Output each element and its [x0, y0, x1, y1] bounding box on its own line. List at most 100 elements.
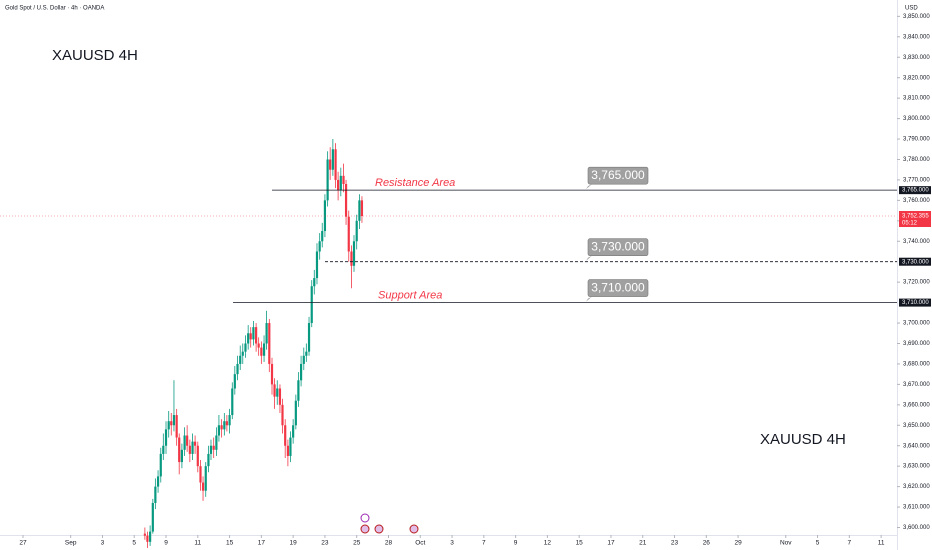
candle-body — [273, 384, 276, 397]
x-tick-label: 9 — [514, 540, 518, 547]
candle-body — [164, 429, 168, 446]
countdown-label: 05:12 — [902, 221, 918, 227]
y-tick-label: 3,650.000 — [903, 423, 930, 429]
x-tick-label: 5 — [816, 540, 820, 547]
candle-body — [247, 333, 250, 344]
candle-body — [307, 323, 311, 352]
candle-body — [326, 159, 329, 201]
x-tick-label: 29 — [734, 540, 742, 547]
y-tick-label: 3,810.000 — [903, 96, 930, 102]
candle-body — [310, 286, 313, 324]
candle-body — [276, 388, 279, 397]
event-icon — [374, 524, 384, 534]
candle-body — [260, 347, 263, 356]
candle-body — [255, 327, 258, 344]
currency-label: USD — [905, 6, 918, 12]
candle-body — [196, 445, 199, 467]
y-tick-label: 3,800.000 — [903, 116, 930, 122]
y-tick-label: 3,760.000 — [903, 198, 930, 204]
candle-body — [199, 466, 202, 483]
x-tick-label: 3 — [450, 540, 454, 547]
candle-body — [342, 175, 345, 185]
y-tick-label: 3,770.000 — [903, 178, 930, 184]
candle-body — [321, 231, 324, 242]
last-price-tag — [899, 211, 931, 228]
candle-body — [257, 343, 260, 348]
last-price-label: 3,752.355 — [902, 214, 929, 220]
candle-body — [294, 400, 297, 426]
candle-body — [151, 502, 154, 532]
price-box-label: 3,730.000 — [591, 239, 645, 253]
candle-body — [355, 220, 358, 242]
candle-body — [231, 388, 234, 416]
candle-body — [337, 179, 340, 191]
candle-body — [188, 445, 191, 454]
symbol-header: Gold Spot / U.S. Dollar · 4h · OANDA — [5, 6, 104, 12]
y-tick-label: 3,850.000 — [903, 14, 930, 20]
x-tick-label: 17 — [607, 540, 615, 547]
candle-body — [233, 374, 236, 389]
x-tick-label: Oct — [415, 540, 425, 547]
x-tick-label: 27 — [19, 540, 27, 547]
x-tick-label: Nov — [780, 540, 792, 547]
x-tick-label: 28 — [385, 540, 393, 547]
y-tick-label: 3,720.000 — [903, 280, 930, 286]
candle-body — [347, 216, 350, 252]
candle-body — [358, 200, 361, 221]
candle-body — [249, 333, 252, 340]
candle-body — [297, 380, 300, 401]
candle-body — [172, 415, 176, 426]
y-tick-label: 3,700.000 — [903, 321, 930, 327]
x-tick-label: 9 — [164, 540, 168, 547]
y-tick-label: 3,620.000 — [903, 484, 930, 490]
candle-body — [268, 323, 271, 364]
y-tick-label: 3,600.000 — [903, 525, 930, 531]
area-label: Resistance Area — [375, 177, 455, 189]
candle-body — [186, 435, 189, 446]
candle-body — [299, 363, 303, 381]
candle-body — [170, 421, 173, 426]
y-tick-label: 3,820.000 — [903, 75, 930, 81]
candle-body — [191, 441, 194, 454]
candle-body — [344, 184, 348, 217]
candle-body — [241, 351, 244, 356]
candle-body — [286, 445, 289, 456]
candle-body — [201, 482, 205, 491]
candle-body — [149, 531, 152, 542]
candle-body — [156, 476, 160, 487]
candle-body — [350, 251, 353, 266]
axis-level-label: 3,730.000 — [902, 259, 929, 265]
candle-body — [305, 351, 308, 356]
x-tick-label: 12 — [544, 540, 552, 547]
candle-body — [183, 435, 186, 450]
price-box-label: 3,765.000 — [591, 168, 645, 182]
x-tick-label: Sep — [65, 540, 77, 547]
axis-level-tag — [899, 257, 931, 266]
event-icon — [360, 513, 370, 523]
candle-body — [212, 445, 215, 450]
x-tick-label: 19 — [290, 540, 298, 547]
y-tick-label: 3,830.000 — [903, 55, 930, 61]
price-box — [587, 166, 649, 185]
candle-body — [178, 437, 181, 463]
axis-level-tag — [899, 186, 931, 195]
candle-body — [360, 200, 364, 217]
candle-body — [225, 421, 228, 426]
event-icons — [360, 513, 419, 534]
candle-body — [292, 425, 295, 438]
y-tick-label: 3,630.000 — [903, 464, 930, 470]
candle-body — [252, 327, 255, 340]
price-box-pointer — [586, 184, 592, 190]
candle-body — [204, 466, 207, 491]
axis-level-tag — [899, 298, 931, 307]
y-tick-label: 3,780.000 — [903, 157, 930, 163]
candle-body — [236, 363, 239, 375]
price-box-pointer — [586, 296, 592, 302]
candle-body — [209, 445, 213, 454]
candle-body — [162, 445, 165, 454]
area-label: Support Area — [378, 290, 442, 302]
y-tick-label: 3,840.000 — [903, 34, 930, 40]
candle-body — [217, 425, 221, 436]
candle-body — [175, 415, 178, 438]
